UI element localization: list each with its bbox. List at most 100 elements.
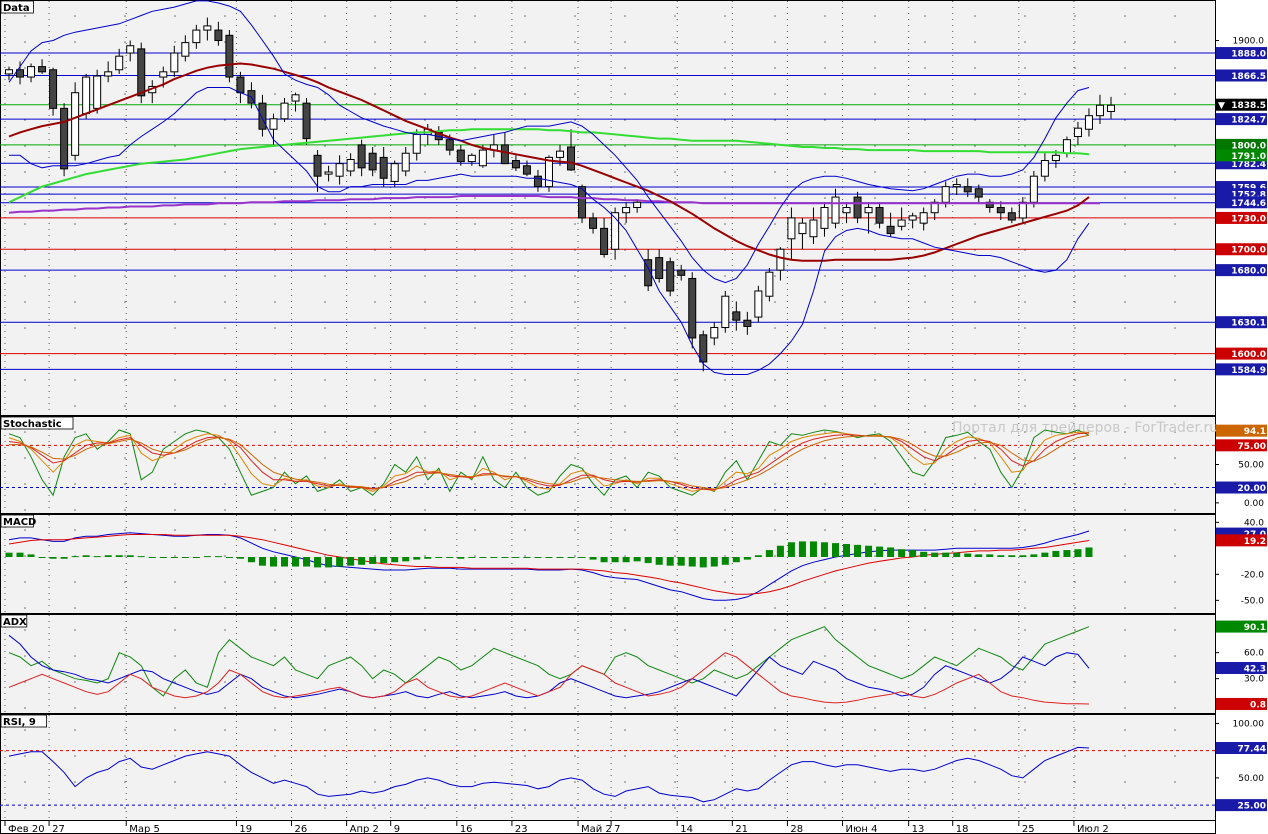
candle-down xyxy=(368,152,377,171)
grid-dot xyxy=(974,457,976,459)
grid-dot xyxy=(924,529,926,531)
candle-up xyxy=(346,158,355,172)
grid-dot xyxy=(424,781,426,783)
macd-histogram-bar xyxy=(446,557,454,558)
grid-dot xyxy=(974,223,976,225)
grid-dot xyxy=(874,581,876,583)
data-badge-text: 1680.0 xyxy=(1231,267,1266,277)
grid-dot xyxy=(124,275,126,277)
grid-dot xyxy=(924,67,926,69)
grid-dot xyxy=(374,483,376,485)
grid-dot xyxy=(24,457,26,459)
data-badge xyxy=(1216,149,1267,162)
candle-up xyxy=(831,196,840,224)
candle-up xyxy=(941,186,950,203)
grid-dot xyxy=(524,607,526,609)
grid-dot xyxy=(674,781,676,783)
grid-dot xyxy=(824,729,826,731)
grid-dot xyxy=(674,655,676,657)
grid-dot xyxy=(1024,681,1026,683)
grid-dot xyxy=(1174,529,1176,531)
macd-histogram-bar xyxy=(303,557,311,567)
grid-dot xyxy=(374,275,376,277)
grid-dot xyxy=(74,807,76,809)
candle-up xyxy=(1084,115,1093,130)
grid-dot xyxy=(924,707,926,709)
grid-dot xyxy=(174,807,176,809)
grid-dot xyxy=(324,457,326,459)
grid-dot xyxy=(974,707,976,709)
grid-dot xyxy=(624,197,626,199)
grid-dot xyxy=(574,529,576,531)
grid-dot xyxy=(474,197,476,199)
candle-down xyxy=(853,196,862,219)
grid-dot xyxy=(974,681,976,683)
grid-dot xyxy=(624,755,626,757)
grid-dot xyxy=(124,755,126,757)
candle-down xyxy=(1007,212,1016,221)
grid-dot xyxy=(1074,581,1076,583)
macd-histogram-bar xyxy=(1008,555,1016,557)
grid-dot xyxy=(1074,781,1076,783)
grid-dot xyxy=(874,275,876,277)
macd-histogram-bar xyxy=(203,556,211,558)
candle-up xyxy=(809,219,818,238)
grid-dot xyxy=(1024,529,1026,531)
candle-down xyxy=(445,139,454,151)
grid-dot xyxy=(74,197,76,199)
grid-dot xyxy=(1074,629,1076,631)
grid-dot xyxy=(824,655,826,657)
adx-title-box xyxy=(0,614,28,628)
grid-dot xyxy=(524,529,526,531)
grid-dot xyxy=(274,275,276,277)
candle-up xyxy=(5,69,13,75)
grid-dot xyxy=(1174,301,1176,303)
candle-down xyxy=(985,201,994,209)
candle-down xyxy=(996,207,1005,214)
macd-histogram-bar xyxy=(82,555,90,557)
grid-dot xyxy=(574,93,576,95)
macd-histogram-bar xyxy=(38,557,46,558)
watermark: Портал для трейдеров - ForTrader.ru xyxy=(952,420,1218,436)
grid-dot xyxy=(124,581,126,583)
grid-dot xyxy=(24,301,26,303)
grid-dot xyxy=(924,171,926,173)
grid-dot xyxy=(974,301,976,303)
grid-dot xyxy=(274,379,276,381)
macd-histogram-bar xyxy=(391,557,399,563)
grid-dot xyxy=(1124,707,1126,709)
rsi-9-axis-label: 100.00 xyxy=(1233,719,1265,729)
grid-dot xyxy=(524,223,526,225)
macd-axis-label: 40.0 xyxy=(1244,518,1264,528)
grid-dot xyxy=(74,275,76,277)
grid-dot xyxy=(374,379,376,381)
candle-down xyxy=(567,146,576,171)
data-badge-text: 1824.7 xyxy=(1231,116,1266,126)
grid-dot xyxy=(474,275,476,277)
macd-histogram-bar xyxy=(832,543,839,557)
grid-dot xyxy=(774,197,776,199)
macd-histogram-bar xyxy=(402,557,410,562)
grid-dot xyxy=(224,327,226,329)
grid-dot xyxy=(874,327,876,329)
grid-dot xyxy=(1124,729,1126,731)
candle-up xyxy=(908,215,917,221)
grid-dot xyxy=(474,529,476,531)
grid-dot xyxy=(974,629,976,631)
candle-up xyxy=(633,201,642,209)
candle-up xyxy=(1029,175,1038,203)
adx-axis-label: 60.0 xyxy=(1244,649,1264,659)
macd-histogram-bar xyxy=(93,556,101,558)
macd-histogram-bar xyxy=(336,557,344,567)
grid-dot xyxy=(474,581,476,583)
candle-up xyxy=(1107,104,1115,112)
grid-dot xyxy=(324,807,326,809)
grid-dot xyxy=(1124,457,1126,459)
grid-dot xyxy=(824,41,826,43)
grid-dot xyxy=(374,807,376,809)
grid-dot xyxy=(474,483,476,485)
grid-dot xyxy=(624,555,626,557)
grid-dot xyxy=(1024,93,1026,95)
grid-dot xyxy=(324,93,326,95)
